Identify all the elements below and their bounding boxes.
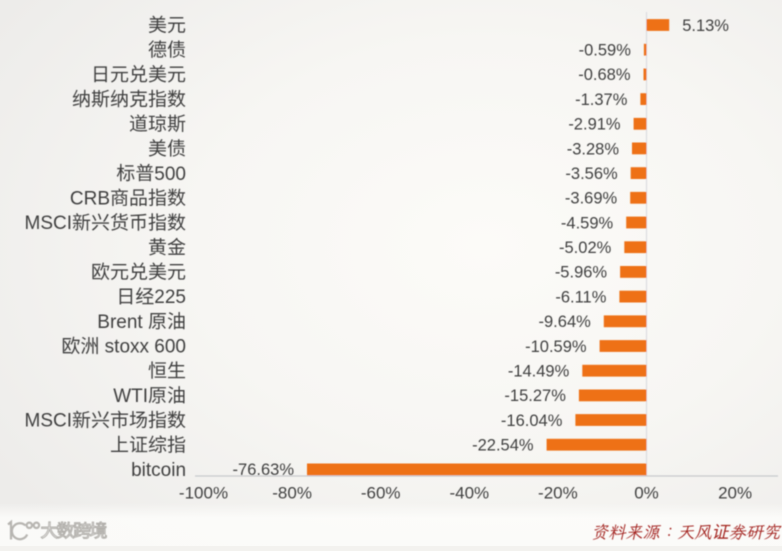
svg-text:-80%: -80%	[272, 484, 312, 503]
svg-text:-20%: -20%	[538, 484, 578, 503]
svg-text:-22.54%: -22.54%	[472, 437, 534, 455]
svg-text:5.13%: 5.13%	[682, 17, 729, 35]
svg-text:-14.49%: -14.49%	[508, 363, 570, 381]
svg-text:-16.04%: -16.04%	[501, 412, 563, 430]
svg-text:-10.59%: -10.59%	[525, 338, 587, 356]
svg-text:-76.63%: -76.63%	[233, 461, 295, 479]
svg-text:MSCI: MSCI	[25, 213, 73, 234]
svg-text:-3.56%: -3.56%	[565, 165, 618, 183]
svg-text:stoxx 600: stoxx 600	[99, 337, 186, 358]
svg-text:-40%: -40%	[449, 484, 489, 503]
svg-text:WTI: WTI	[113, 386, 148, 407]
svg-text:500: 500	[154, 164, 186, 185]
svg-text:-3.28%: -3.28%	[567, 140, 620, 158]
svg-text:-0.59%: -0.59%	[579, 42, 632, 60]
svg-text:-4.59%: -4.59%	[561, 214, 614, 232]
svg-text:-2.91%: -2.91%	[568, 116, 621, 134]
svg-text:-5.96%: -5.96%	[555, 264, 608, 282]
svg-text:MSCI: MSCI	[25, 411, 73, 432]
svg-text:-6.11%: -6.11%	[555, 288, 606, 306]
svg-text:CRB: CRB	[70, 189, 110, 210]
svg-text:225: 225	[154, 287, 186, 308]
svg-text:0%: 0%	[634, 484, 659, 503]
svg-text:-5.02%: -5.02%	[559, 239, 612, 257]
svg-text:-9.64%: -9.64%	[539, 313, 592, 331]
svg-text:-1.37%: -1.37%	[575, 91, 628, 109]
svg-text:-3.69%: -3.69%	[565, 190, 618, 208]
svg-text:-60%: -60%	[361, 484, 401, 503]
svg-text:-100%: -100%	[179, 484, 228, 503]
svg-text:-0.68%: -0.68%	[578, 66, 631, 84]
svg-text:-15.27%: -15.27%	[504, 387, 566, 405]
svg-text:bitcoin: bitcoin	[131, 460, 186, 481]
svg-text:Brent: Brent	[97, 312, 148, 333]
svg-text:20%: 20%	[718, 484, 752, 503]
